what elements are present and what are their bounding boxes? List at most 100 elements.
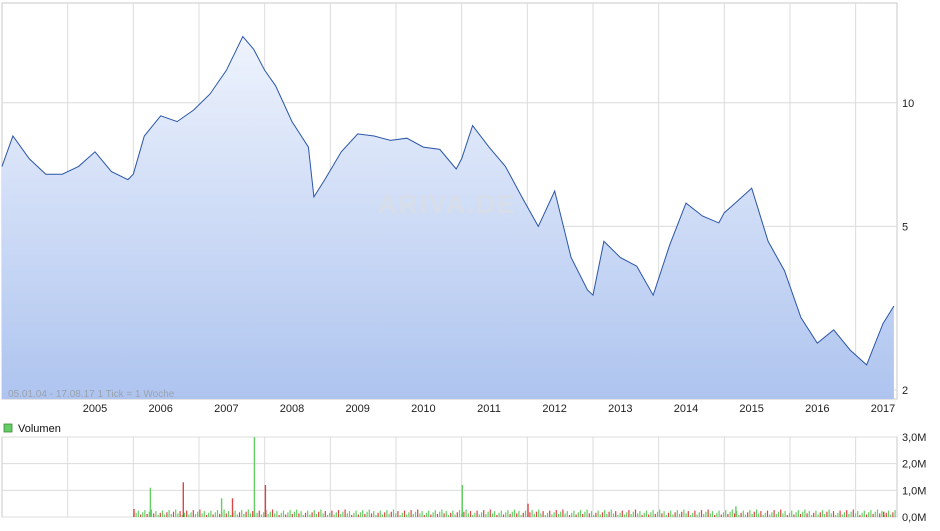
volume-bar bbox=[808, 511, 810, 517]
volume-bar bbox=[872, 513, 874, 517]
volume-bar bbox=[491, 513, 494, 518]
volume-bar bbox=[258, 510, 260, 517]
volume-bar bbox=[742, 510, 744, 517]
volume-bar bbox=[410, 510, 412, 518]
volume-bar bbox=[579, 510, 582, 518]
volume-bar bbox=[870, 510, 872, 518]
volume-bar bbox=[155, 511, 157, 517]
volume-bar bbox=[696, 514, 698, 517]
volume-bar bbox=[430, 514, 432, 517]
volume-bar bbox=[480, 512, 483, 518]
x-tick-label: 2016 bbox=[805, 403, 829, 415]
volume-bar bbox=[287, 512, 289, 518]
volume-bar bbox=[395, 513, 397, 518]
volume-bar bbox=[639, 511, 641, 517]
volume-bar bbox=[612, 513, 615, 518]
volume-bar bbox=[170, 513, 172, 517]
volume-bar bbox=[760, 511, 762, 517]
volume-bar bbox=[304, 512, 307, 517]
volume-bar bbox=[777, 511, 780, 517]
volume-bar bbox=[799, 513, 802, 517]
volume-bar bbox=[813, 512, 815, 517]
volume-bar bbox=[791, 510, 793, 517]
volume-bar bbox=[436, 513, 439, 517]
volume-bar bbox=[597, 510, 599, 517]
x-tick-label: 2009 bbox=[345, 403, 369, 415]
volume-bar bbox=[399, 515, 401, 517]
volume-bar bbox=[513, 509, 516, 517]
volume-bar bbox=[181, 515, 183, 517]
volume-bar bbox=[601, 512, 604, 518]
volume-bar bbox=[146, 513, 148, 517]
volume-bar bbox=[641, 515, 643, 517]
volume-bar bbox=[540, 513, 542, 518]
volume-bar bbox=[498, 512, 500, 517]
volume-bar bbox=[535, 511, 538, 517]
volume-bar bbox=[590, 511, 593, 517]
volume-bar bbox=[753, 511, 755, 517]
volume-bar bbox=[377, 512, 379, 517]
volume-bar bbox=[667, 512, 670, 517]
volume-bar bbox=[212, 514, 214, 517]
volume-bar bbox=[166, 512, 168, 518]
volume-bar bbox=[623, 514, 626, 517]
volume-bar bbox=[758, 513, 760, 518]
volume-bar bbox=[487, 511, 489, 517]
volume-bar bbox=[562, 509, 564, 517]
volume-bar bbox=[634, 509, 637, 517]
volume-bar bbox=[632, 511, 634, 517]
volume-bar bbox=[780, 509, 782, 517]
volume-bar bbox=[819, 512, 821, 518]
volume-bar bbox=[531, 510, 533, 518]
volume-bar bbox=[817, 514, 819, 517]
volume-bar bbox=[412, 513, 414, 517]
volume-bar bbox=[824, 513, 826, 517]
volume-bar bbox=[518, 511, 520, 517]
volume-bar bbox=[337, 510, 340, 518]
volume-bar bbox=[762, 515, 764, 517]
volume-bar bbox=[333, 514, 335, 517]
volume-bar bbox=[659, 509, 661, 517]
volume-bar bbox=[835, 515, 837, 517]
volume-bar bbox=[417, 509, 419, 517]
volume-bar bbox=[751, 513, 753, 517]
volume-bar bbox=[467, 513, 469, 518]
volume-bar bbox=[249, 513, 252, 518]
volume-bar bbox=[542, 511, 544, 517]
volume-bar bbox=[245, 511, 247, 517]
volume-bar bbox=[665, 515, 667, 517]
volume-bar bbox=[384, 512, 386, 518]
volume-bar bbox=[606, 513, 608, 517]
volume-bar bbox=[496, 515, 498, 517]
volume-bar bbox=[425, 512, 428, 517]
volume-bar bbox=[865, 514, 868, 517]
volume-bar bbox=[247, 509, 249, 517]
volume-bar bbox=[544, 515, 546, 517]
volume-bar bbox=[419, 513, 421, 518]
volume-bar bbox=[720, 514, 722, 517]
volume-bar bbox=[366, 511, 368, 517]
volume-bar bbox=[568, 515, 571, 517]
volume-bar bbox=[353, 512, 355, 517]
volume-peak-bar bbox=[735, 506, 737, 517]
volume-bar bbox=[388, 513, 390, 517]
volume-peak-bar bbox=[133, 509, 135, 517]
volume-bar bbox=[315, 513, 318, 517]
volume-bar bbox=[608, 511, 610, 517]
volume-bar bbox=[738, 515, 740, 517]
volume-bar bbox=[863, 510, 865, 517]
volume-bar bbox=[727, 513, 729, 517]
volume-bar bbox=[188, 514, 190, 517]
volume-bar bbox=[747, 512, 749, 518]
volume-bar bbox=[219, 513, 221, 517]
volume-bar bbox=[683, 509, 685, 517]
volume-bar bbox=[674, 512, 676, 518]
volume-bar bbox=[553, 512, 555, 518]
volume-bar bbox=[472, 515, 474, 517]
volume-legend-label: Volumen bbox=[18, 423, 61, 435]
volume-bar bbox=[703, 513, 705, 517]
volume-bar bbox=[810, 515, 813, 517]
volume-bar bbox=[421, 511, 423, 517]
price-y-ticks: 10 5 2 bbox=[902, 98, 914, 397]
x-tick-label: 2014 bbox=[674, 403, 698, 415]
